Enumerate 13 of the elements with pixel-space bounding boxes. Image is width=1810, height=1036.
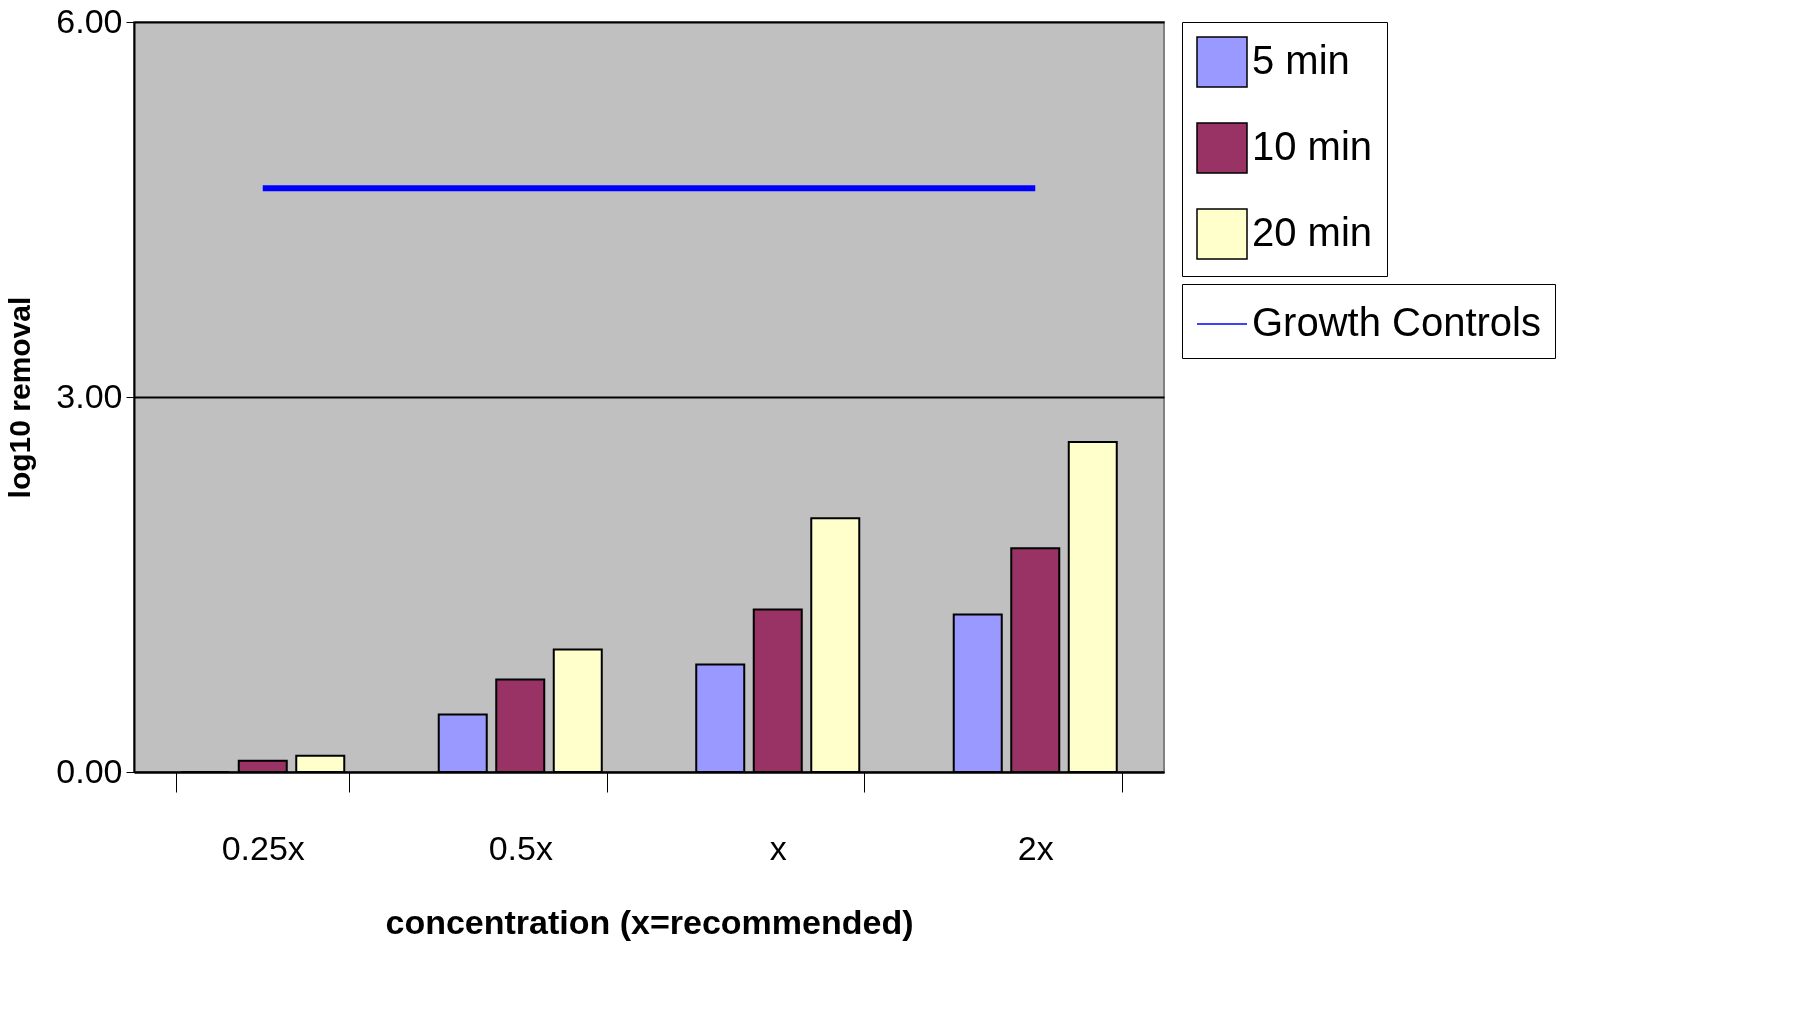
legend-label: 10 min: [1252, 124, 1373, 168]
y-axis-title: log10 removal: [3, 296, 37, 499]
x-tick-label: 2x: [1017, 828, 1054, 867]
x-tick-label: x: [769, 828, 787, 867]
y-tick-label: 6.00: [56, 1, 123, 40]
legend-label: 5 min: [1252, 38, 1350, 82]
x-axis-title: concentration (x=recommended): [385, 902, 914, 941]
y-tick-label: 3.00: [56, 376, 123, 415]
y-tick-label: 0.00: [56, 751, 123, 790]
x-tick-label: 0.25x: [221, 828, 305, 867]
legend-label: 20 min: [1252, 210, 1373, 254]
legend-label: Growth Controls: [1252, 300, 1541, 344]
x-tick-label: 0.5x: [488, 828, 553, 867]
